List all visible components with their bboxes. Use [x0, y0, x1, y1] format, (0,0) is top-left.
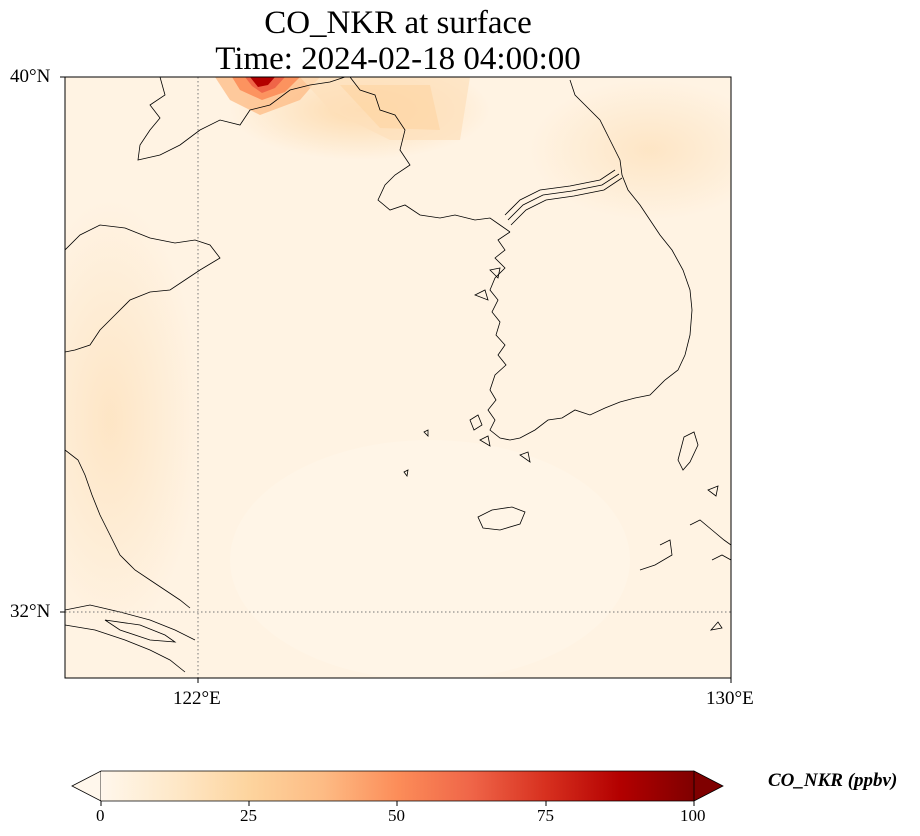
coastlines	[65, 77, 731, 673]
colorbar-title: CO_NKR (ppbv)	[768, 770, 898, 791]
colorbar-extend-min	[71, 770, 102, 802]
lon-tick-label: 130°E	[706, 688, 754, 709]
colorbar	[71, 770, 724, 806]
colorbar-gradient	[101, 771, 694, 801]
colorbar-tick-label: 75	[537, 806, 554, 825]
map-time-subtitle: Time: 2024-02-18 04:00:00	[215, 41, 581, 77]
concentration-field	[65, 77, 731, 678]
colorbar-tick-label: 100	[680, 806, 706, 825]
tick-marks	[60, 76, 732, 683]
lon-tick-label: 122°E	[173, 688, 221, 709]
gridlines	[65, 77, 731, 678]
colorbar-tick-label: 25	[240, 806, 257, 825]
colorbar-extend-max	[693, 770, 724, 802]
map-title: CO_NKR at surface	[264, 5, 532, 41]
colorbar-tick-label: 50	[388, 806, 405, 825]
colorbar-tick-label: 0	[96, 806, 105, 825]
lat-tick-label: 40°N	[10, 66, 51, 87]
lat-tick-label: 32°N	[10, 601, 51, 622]
map-frame	[64, 76, 732, 679]
co-hotspot	[215, 77, 470, 140]
